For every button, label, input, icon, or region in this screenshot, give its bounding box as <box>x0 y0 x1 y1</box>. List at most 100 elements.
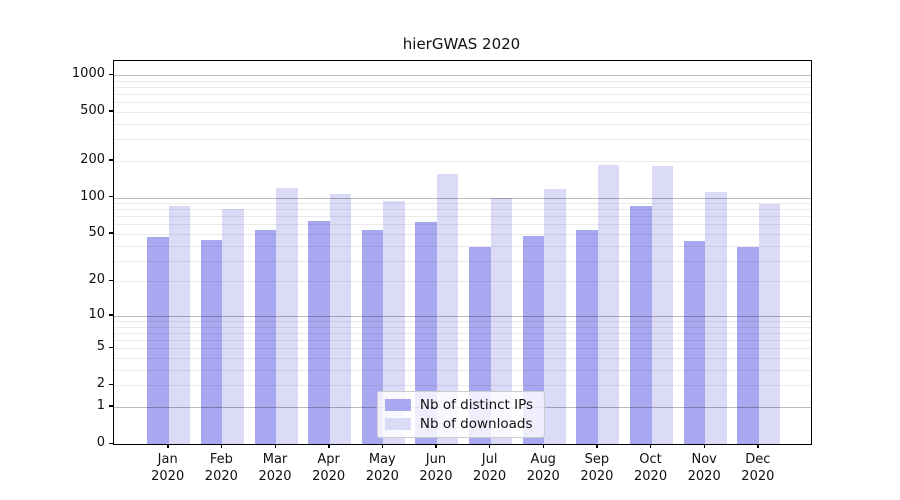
y-tick-mark <box>109 405 113 407</box>
bar-nb-of-distinct-ips-nov <box>683 240 706 444</box>
x-tick-month: Feb <box>209 452 233 467</box>
y-tick-mark <box>109 196 113 198</box>
x-tick-year: 2020 <box>365 469 399 484</box>
x-tick-month: Mar <box>262 452 288 467</box>
legend-item: Nb of downloads <box>384 416 533 432</box>
x-tick-label: Dec 2020 <box>726 451 790 485</box>
y-tick-label: 20 <box>88 272 105 288</box>
bar-nb-of-downloads-apr <box>329 193 352 444</box>
legend: Nb of distinct IPs Nb of downloads <box>376 391 546 438</box>
x-tick-mark <box>489 444 491 448</box>
legend-item-label: Nb of distinct IPs <box>419 397 534 413</box>
y-tick-mark <box>109 110 113 112</box>
bar-nb-of-distinct-ips-sep <box>576 229 598 444</box>
bar-nb-of-distinct-ips-jun <box>415 221 437 444</box>
minor-gridline <box>114 86 811 88</box>
minor-gridline <box>114 94 811 96</box>
bar-nb-of-downloads-dec <box>758 204 781 444</box>
x-tick-year: 2020 <box>580 469 614 484</box>
x-tick-year: 2020 <box>473 469 507 484</box>
x-tick-label: Nov 2020 <box>672 451 736 485</box>
y-tick-label: 2 <box>96 376 105 392</box>
y-tick-label: 5 <box>96 339 105 355</box>
minor-gridline <box>114 326 811 328</box>
x-tick-mark <box>381 444 384 448</box>
x-tick-month: May <box>368 452 396 467</box>
x-tick-month: Jan <box>157 452 178 467</box>
x-tick-year: 2020 <box>419 469 453 484</box>
x-tick-mark <box>596 444 598 448</box>
chart-title: hierGWAS 2020 <box>402 35 521 53</box>
x-tick-year: 2020 <box>258 469 292 484</box>
y-tick-label: 0 <box>96 435 105 450</box>
minor-gridline <box>114 123 811 125</box>
minor-gridline <box>114 233 811 235</box>
bar-nb-of-distinct-ips-dec <box>737 246 759 444</box>
legend-swatch-nb-of-downloads <box>384 418 411 430</box>
y-tick-mark <box>109 73 113 75</box>
minor-gridline <box>114 139 811 141</box>
y-tick-mark <box>109 346 113 349</box>
x-tick-label: Jul 2020 <box>458 451 522 485</box>
x-tick-mark <box>757 444 759 448</box>
legend-swatch-nb-of-distinct-ips <box>384 399 411 411</box>
minor-gridline <box>114 281 811 283</box>
y-tick-label: 500 <box>80 102 105 118</box>
major-gridline <box>114 75 811 76</box>
x-tick-label: Jun 2020 <box>404 451 468 485</box>
x-tick-label: Aug 2020 <box>511 451 575 485</box>
bar-nb-of-downloads-aug <box>544 188 566 444</box>
y-tick-label: 100 <box>80 188 105 204</box>
x-tick-label: Sep 2020 <box>565 451 629 485</box>
bar-nb-of-distinct-ips-mar <box>254 229 276 444</box>
plot-area <box>113 60 812 445</box>
y-tick-mark <box>109 159 113 161</box>
x-tick-mark <box>328 444 330 448</box>
major-gridline <box>114 315 811 317</box>
x-tick-month: Jul <box>481 452 498 467</box>
x-tick-mark <box>542 444 545 448</box>
bar-nb-of-downloads-may <box>383 201 405 444</box>
x-tick-year: 2020 <box>204 469 238 484</box>
x-tick-year: 2020 <box>741 469 775 484</box>
x-tick-month: Jun <box>425 452 447 467</box>
bar-nb-of-distinct-ips-may <box>361 229 384 444</box>
bar-nb-of-downloads-jul <box>490 197 513 444</box>
bar-nb-of-downloads-jun <box>436 174 459 444</box>
x-tick-mark <box>220 444 223 448</box>
bar-nb-of-downloads-jan <box>168 206 191 444</box>
y-tick-label: 1 <box>96 397 105 413</box>
minor-gridline <box>114 260 811 262</box>
x-tick-month: Aug <box>530 452 556 467</box>
minor-gridline <box>114 216 811 218</box>
minor-gridline <box>114 80 811 82</box>
y-tick-mark <box>109 314 113 316</box>
x-tick-month: Nov <box>691 452 717 467</box>
x-tick-label: Oct 2020 <box>619 451 683 485</box>
y-tick-label: 10 <box>88 306 105 322</box>
x-tick-year: 2020 <box>526 469 560 484</box>
bar-nb-of-downloads-sep <box>597 164 620 444</box>
minor-gridline <box>114 358 811 360</box>
bar-nb-of-downloads-oct <box>651 165 674 444</box>
y-tick-mark <box>109 279 113 282</box>
minor-gridline <box>114 340 811 342</box>
bar-nb-of-distinct-ips-apr <box>308 221 330 444</box>
x-tick-month: Oct <box>639 452 662 467</box>
minor-gridline <box>114 209 811 211</box>
minor-gridline <box>114 245 811 247</box>
y-tick-mark <box>109 383 113 386</box>
bar-nb-of-downloads-feb <box>222 209 244 444</box>
minor-gridline <box>114 224 811 226</box>
minor-gridline <box>114 160 811 162</box>
bar-nb-of-distinct-ips-feb <box>200 239 223 444</box>
bar-nb-of-distinct-ips-jan <box>147 237 169 444</box>
x-tick-year: 2020 <box>312 469 346 484</box>
bar-nb-of-downloads-nov <box>705 192 727 444</box>
x-tick-label: Mar 2020 <box>243 451 307 485</box>
minor-gridline <box>114 203 811 205</box>
x-tick-label: May 2020 <box>350 451 414 485</box>
minor-gridline <box>114 369 811 371</box>
y-tick-label: 1000 <box>71 66 105 81</box>
y-tick-mark <box>109 232 113 234</box>
